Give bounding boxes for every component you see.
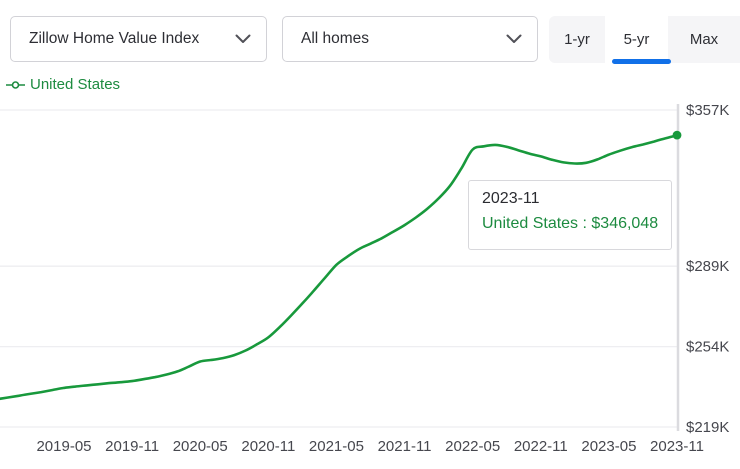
y-axis-tick-label: $357K: [686, 102, 729, 119]
tab-1yr[interactable]: 1-yr: [549, 16, 605, 63]
legend-label: United States: [30, 76, 121, 93]
latest-value-dot: [672, 130, 682, 140]
zhvi-line-series[interactable]: [0, 133, 679, 401]
tab-1yr-label: 1-yr: [564, 31, 590, 48]
y-axis-tick-label: $289K: [686, 258, 729, 275]
x-axis-tick-label: 2022-05: [445, 438, 500, 455]
y-axis-tick-label: $254K: [686, 339, 729, 356]
line-marker-icon: [6, 80, 25, 90]
chart-tooltip: 2023-11 United States : $346,048: [468, 180, 672, 250]
tooltip-date: 2023-11: [482, 190, 540, 207]
tooltip-value: United States : $346,048: [482, 215, 659, 232]
legend-united-states[interactable]: United States: [6, 76, 120, 93]
tab-5yr[interactable]: 5-yr: [605, 16, 671, 64]
chevron-down-icon: [506, 34, 522, 44]
home-type-dropdown[interactable]: All homes: [282, 16, 538, 62]
x-axis-tick-label: 2020-05: [173, 438, 228, 455]
x-axis-tick-label: 2022-11: [514, 438, 568, 455]
metric-dropdown-value: Zillow Home Value Index: [29, 30, 200, 47]
home-type-dropdown-value: All homes: [301, 30, 370, 47]
chevron-down-icon: [235, 34, 251, 44]
tab-max-label: Max: [689, 31, 719, 48]
y-axis-tick-label: $219K: [686, 419, 729, 436]
x-axis-tick-label: 2023-11: [650, 438, 704, 455]
x-axis-tick-label: 2019-05: [36, 438, 91, 455]
x-axis-tick-label: 2023-05: [581, 438, 636, 455]
tab-5yr-label: 5-yr: [623, 31, 650, 48]
metric-dropdown[interactable]: Zillow Home Value Index: [10, 16, 267, 62]
x-axis-tick-label: 2020-11: [241, 438, 295, 455]
x-axis-tick-label: 2021-11: [378, 438, 432, 455]
tab-max[interactable]: Max: [668, 16, 740, 63]
x-axis-tick-label: 2019-11: [105, 438, 159, 455]
range-tab-group: 1-yr 5-yr Max: [549, 16, 740, 64]
x-axis-tick-label: 2021-05: [309, 438, 364, 455]
